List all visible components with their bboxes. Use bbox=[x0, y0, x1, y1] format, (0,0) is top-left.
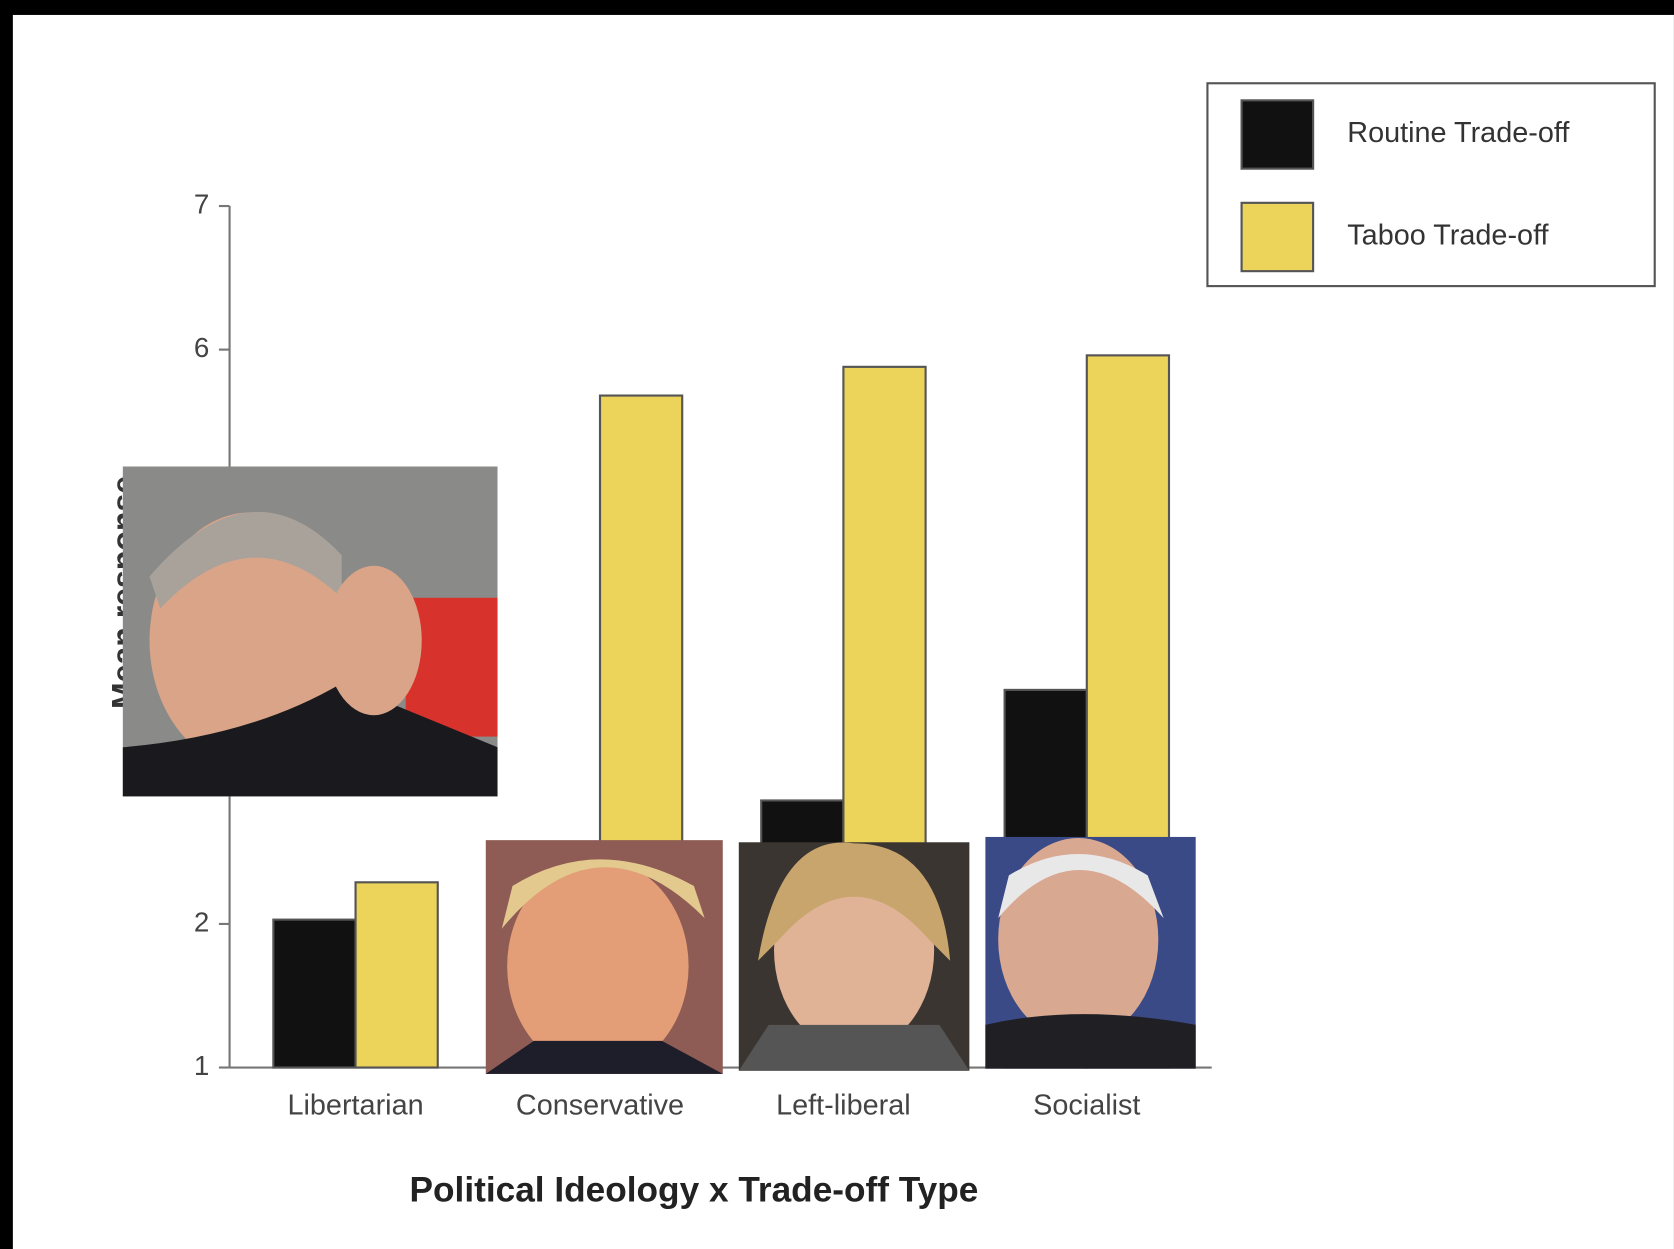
photo bbox=[985, 836, 1196, 1069]
photo-hair bbox=[998, 854, 1164, 919]
photo bbox=[738, 842, 970, 1071]
photo-suit bbox=[122, 683, 498, 797]
photo-hair bbox=[758, 842, 951, 961]
legend-label: Routine Trade-off bbox=[1347, 117, 1570, 149]
photo-hand bbox=[325, 565, 422, 716]
legend-swatch bbox=[1240, 201, 1315, 273]
x-tick-label: Libertarian bbox=[287, 1090, 423, 1122]
legend-swatch bbox=[1240, 99, 1315, 170]
photo-hair bbox=[149, 511, 342, 609]
photo-detail bbox=[405, 597, 498, 737]
y-tick-label: 6 bbox=[194, 332, 209, 363]
photo bbox=[485, 840, 723, 1074]
x-tick-label: Left-liberal bbox=[776, 1090, 911, 1122]
legend-label: Taboo Trade-off bbox=[1347, 220, 1549, 252]
bar bbox=[354, 881, 439, 1069]
y-tick-label: 7 bbox=[194, 188, 209, 219]
x-tick-label: Conservative bbox=[516, 1090, 684, 1122]
photo-hair bbox=[501, 859, 705, 929]
photo-suit bbox=[485, 1040, 723, 1074]
x-axis-label: Political Ideology x Trade-off Type bbox=[410, 1171, 979, 1210]
y-tick-label: 1 bbox=[194, 1050, 209, 1081]
photo-face bbox=[998, 838, 1159, 1041]
x-tick-label: Socialist bbox=[1033, 1090, 1140, 1122]
photo bbox=[122, 466, 498, 797]
bar bbox=[272, 918, 357, 1069]
y-tick-label: 2 bbox=[194, 906, 209, 937]
photo-face bbox=[507, 859, 689, 1073]
photo-suit bbox=[985, 1014, 1196, 1069]
photo-suit bbox=[738, 1024, 970, 1071]
